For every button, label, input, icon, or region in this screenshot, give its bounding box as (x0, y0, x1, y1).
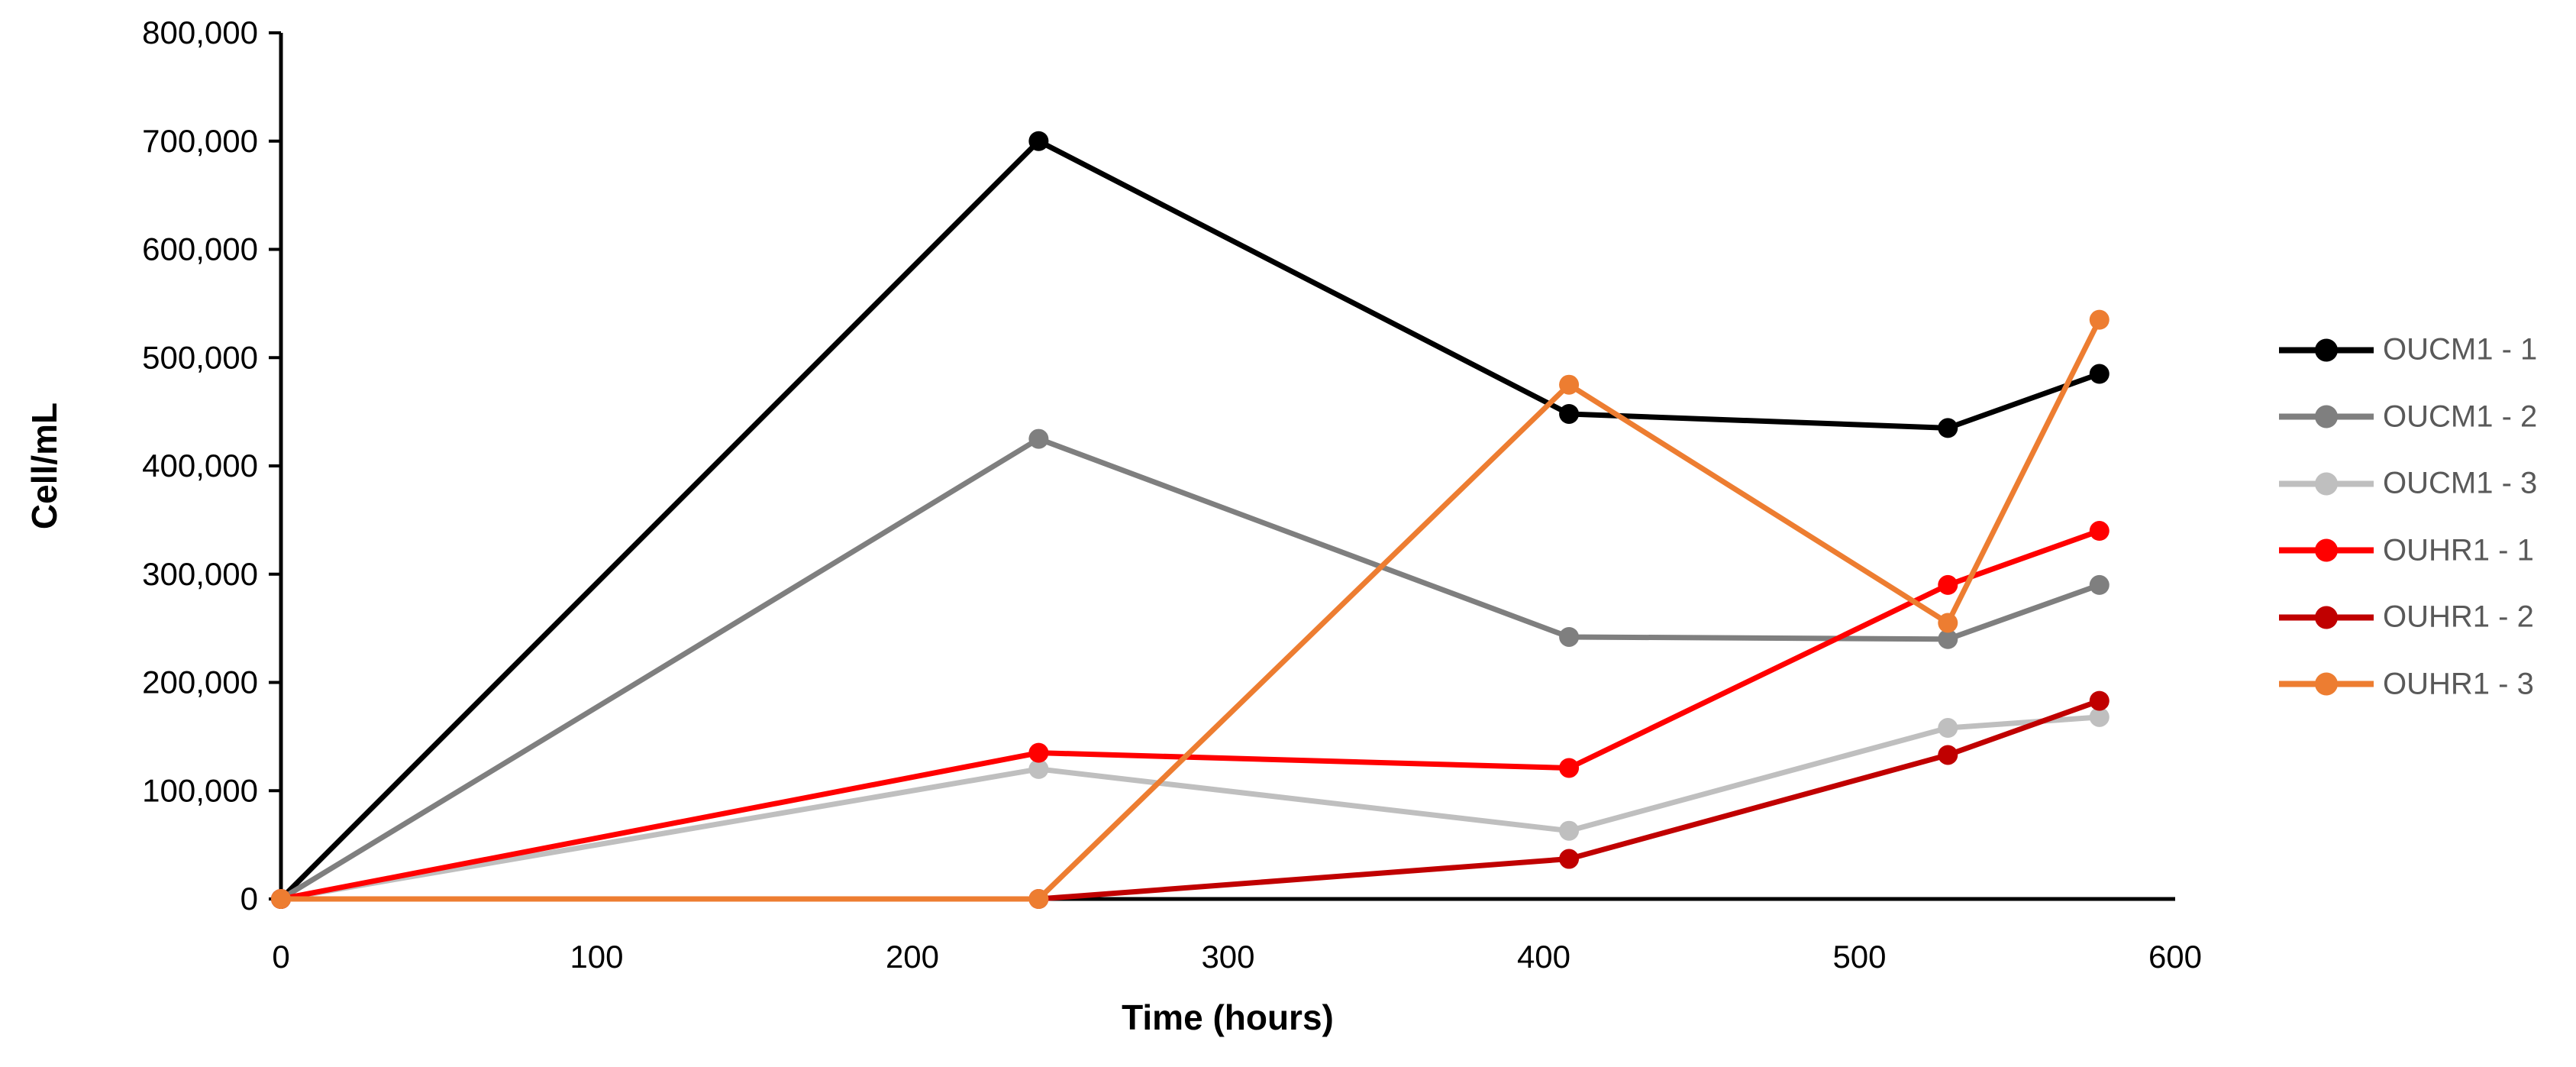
data-point-ouhr1-2 (1938, 745, 1958, 765)
data-point-ouhr1-1 (2089, 521, 2110, 542)
data-point-oucm1-2 (1938, 629, 1958, 649)
x-tick-label: 500 (1832, 939, 1886, 975)
series-ouhr1-3 (271, 309, 2110, 909)
y-axis-title: Cell/mL (24, 402, 64, 530)
data-point-ouhr1-3 (2089, 309, 2110, 330)
y-tick-label: 200,000 (142, 664, 258, 700)
data-point-ouhr1-2 (2089, 690, 2110, 711)
data-point-ouhr1-1 (1028, 742, 1049, 763)
data-point-oucm1-2 (1559, 626, 1580, 647)
series-oucm1-1 (271, 131, 2110, 909)
series-line-ouhr1-3 (278, 317, 2103, 902)
data-point-oucm1-1 (1028, 131, 1049, 151)
y-tick-label: 300,000 (142, 556, 258, 592)
x-tick-label: 100 (570, 939, 623, 975)
data-point-oucm1-2 (1028, 428, 1049, 449)
data-point-ouhr1-2 (1559, 849, 1580, 869)
data-point-ouhr1-1 (1559, 758, 1580, 778)
x-axis-title: Time (hours) (1122, 997, 1334, 1037)
data-point-ouhr1-3 (1559, 374, 1580, 395)
series-line-oucm1-2 (278, 436, 2103, 902)
series-line-ouhr1-1 (278, 528, 2103, 902)
data-point-ouhr1-3 (271, 889, 291, 909)
data-point-oucm1-1 (1559, 403, 1580, 424)
data-point-oucm1-3 (1028, 758, 1049, 779)
x-tick-label: 200 (886, 939, 939, 975)
y-tick-label: 500,000 (142, 339, 258, 375)
y-tick-label: 600,000 (142, 231, 258, 267)
x-tick-label: 600 (2148, 939, 2202, 975)
y-axis-ticks: 0 100,000 200,000 300,000 400,000 500,000 600,… (142, 15, 281, 917)
y-tick-label: 100,000 (142, 772, 258, 808)
series-line-oucm1-3 (278, 714, 2103, 902)
y-tick-label: 700,000 (142, 123, 258, 159)
data-point-ouhr1-1 (1938, 574, 1958, 595)
y-tick-label: 0 (240, 881, 258, 917)
data-point-oucm1-3 (2089, 706, 2110, 727)
x-tick-label: 400 (1517, 939, 1570, 975)
x-tick-label: 0 (272, 939, 289, 975)
y-tick-label: 800,000 (142, 15, 258, 50)
data-point-ouhr1-3 (1028, 889, 1049, 909)
data-point-oucm1-3 (1938, 718, 1958, 739)
data-point-oucm1-2 (2089, 574, 2110, 595)
x-tick-label: 300 (1201, 939, 1254, 975)
series-oucm1-2 (271, 428, 2110, 909)
data-point-oucm1-1 (2089, 364, 2110, 384)
y-tick-label: 400,000 (142, 448, 258, 483)
data-point-ouhr1-3 (1938, 613, 1958, 633)
x-axis-ticks: 0 100 200 300 400 500 600 (272, 939, 2202, 975)
data-point-oucm1-1 (1938, 418, 1958, 438)
series-ouhr1-2 (271, 690, 2110, 909)
data-point-oucm1-3 (1559, 820, 1580, 841)
